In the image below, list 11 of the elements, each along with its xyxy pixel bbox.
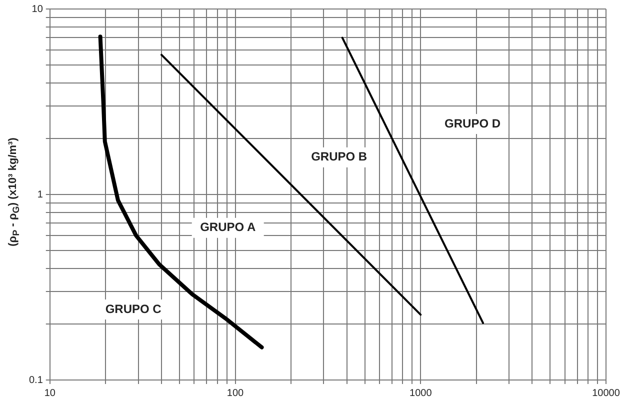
y-tick-label: 1 — [37, 189, 44, 200]
x-tick-label: 10000 — [592, 388, 620, 399]
annotation: GRUPO C — [105, 302, 162, 316]
y-tick-label: 10 — [32, 4, 44, 15]
x-tick-label: 10 — [44, 388, 56, 399]
y-tick-label: 0.1 — [28, 374, 44, 386]
annotation: GRUPO A — [200, 220, 256, 234]
annotation: GRUPO D — [444, 116, 501, 130]
annotation: GRUPO B — [311, 150, 368, 164]
x-tick-label: 100 — [226, 388, 244, 399]
x-tick-label: 1000 — [410, 388, 432, 399]
